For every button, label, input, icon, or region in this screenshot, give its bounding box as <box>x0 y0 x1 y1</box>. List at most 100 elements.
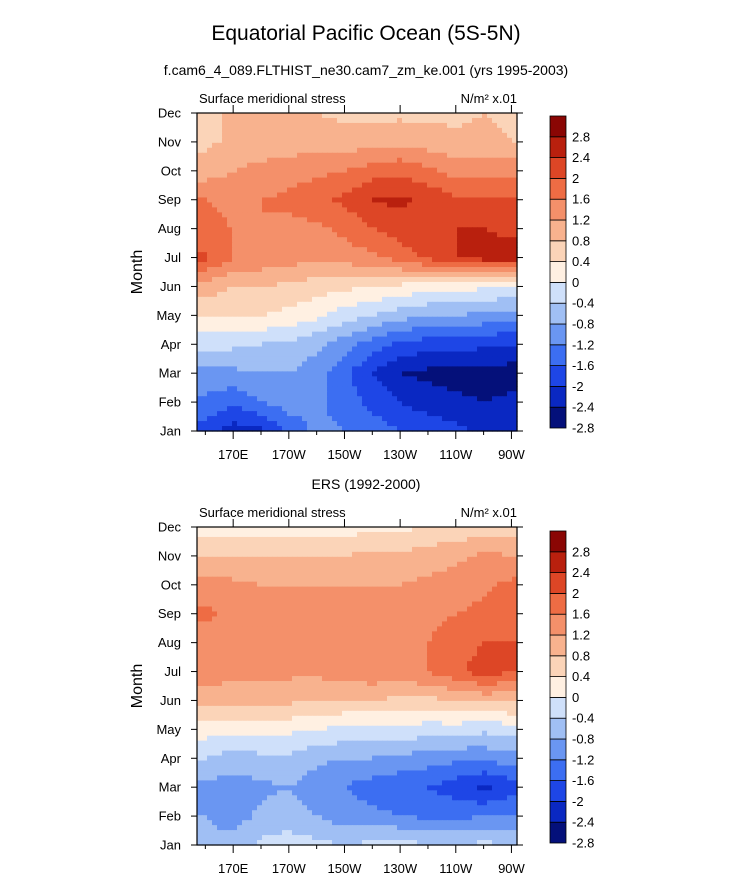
heatmap-cell <box>422 122 428 129</box>
heatmap-cell <box>397 157 403 164</box>
heatmap-cell <box>417 401 423 407</box>
heatmap-cell <box>352 222 358 228</box>
heatmap-cell <box>357 306 363 313</box>
heatmap-cell <box>437 336 443 343</box>
heatmap-cell <box>322 197 328 204</box>
heatmap-cell <box>277 296 283 303</box>
heatmap-cell <box>497 281 503 288</box>
heatmap-cell <box>232 217 238 223</box>
heatmap-cell <box>262 232 268 238</box>
heatmap-cell <box>367 416 373 422</box>
heatmap-cell <box>277 316 283 323</box>
heatmap-cell <box>272 306 278 313</box>
heatmap-cell <box>252 182 258 189</box>
heatmap-cell <box>297 162 303 169</box>
heatmap-cell <box>467 536 473 543</box>
heatmap-cell <box>197 326 203 333</box>
heatmap-cell <box>297 227 303 233</box>
heatmap-cell <box>502 416 508 422</box>
heatmap-cell <box>212 197 218 204</box>
heatmap-cell <box>307 556 313 563</box>
heatmap-cell <box>302 411 308 417</box>
heatmap-cell <box>207 242 213 248</box>
heatmap-cell <box>202 252 208 258</box>
heatmap-cell <box>292 391 298 397</box>
heatmap-cell <box>267 371 273 377</box>
heatmap-cell <box>247 132 253 139</box>
heatmap-cell <box>307 321 313 328</box>
heatmap-cell <box>337 257 343 263</box>
heatmap-cell <box>337 326 343 333</box>
heatmap-cell <box>497 581 503 588</box>
heatmap-cell <box>492 227 498 233</box>
heatmap-cell <box>407 581 413 588</box>
heatmap-cell <box>307 202 313 209</box>
heatmap-cell <box>472 421 478 427</box>
heatmap-cell <box>317 306 323 313</box>
heatmap-cell <box>287 541 293 548</box>
heatmap-cell <box>377 137 383 144</box>
heatmap-cell <box>422 426 428 432</box>
heatmap-cell <box>342 376 348 382</box>
heatmap-cell <box>302 202 308 209</box>
heatmap-cell <box>502 157 508 164</box>
heatmap-cell <box>197 237 203 243</box>
heatmap-cell <box>392 546 398 553</box>
heatmap-cell <box>502 336 508 343</box>
heatmap-cell <box>487 192 493 199</box>
heatmap-cell <box>302 217 308 223</box>
heatmap-cell <box>317 366 323 372</box>
heatmap-cell <box>437 142 443 149</box>
heatmap-cell <box>377 366 383 372</box>
heatmap-cell <box>412 346 418 353</box>
heatmap-cell <box>452 152 458 159</box>
heatmap-cell <box>247 127 253 134</box>
heatmap-cell <box>447 536 453 543</box>
heatmap-cell <box>427 541 433 548</box>
heatmap-cell <box>212 247 218 253</box>
heatmap-cell <box>212 207 218 213</box>
heatmap-cell <box>247 421 253 427</box>
heatmap-cell <box>372 321 378 328</box>
heatmap-cell <box>467 541 473 548</box>
heatmap-cell <box>387 561 393 568</box>
heatmap-cell <box>467 262 473 268</box>
heatmap-cell <box>372 167 378 174</box>
heatmap-cell <box>327 566 333 573</box>
heatmap-cell <box>237 391 243 397</box>
heatmap-cell <box>502 581 508 588</box>
heatmap-cell <box>237 321 243 328</box>
heatmap-cell <box>217 252 223 258</box>
heatmap-cell <box>452 346 458 353</box>
heatmap-cell <box>307 212 313 218</box>
heatmap-cell <box>507 336 513 343</box>
heatmap-cell <box>492 142 498 149</box>
heatmap-cell <box>337 301 343 308</box>
heatmap-cell <box>487 306 493 313</box>
heatmap-cell <box>287 416 293 422</box>
colorbar-swatch <box>549 177 567 200</box>
heatmap-cell <box>362 272 368 278</box>
heatmap-cell <box>367 286 373 293</box>
heatmap-cell <box>317 227 323 233</box>
heatmap-cell <box>317 182 323 189</box>
heatmap-cell <box>457 291 463 298</box>
heatmap-cell <box>287 566 293 573</box>
heatmap-cell <box>212 267 218 273</box>
heatmap-cell <box>277 117 283 124</box>
heatmap-cell <box>322 586 328 593</box>
heatmap-cell <box>427 137 433 144</box>
heatmap-cell <box>457 341 463 348</box>
heatmap-cell <box>257 182 263 189</box>
heatmap-cell <box>447 561 453 568</box>
heatmap-cell <box>407 356 413 363</box>
heatmap-cell <box>257 142 263 149</box>
heatmap-cell <box>372 237 378 243</box>
heatmap-cell <box>362 366 368 372</box>
heatmap-cell <box>277 396 283 402</box>
heatmap-cell <box>212 527 218 533</box>
heatmap-cell <box>472 127 478 134</box>
heatmap-cell <box>502 406 508 412</box>
heatmap-cell <box>217 137 223 144</box>
colorbar-label: 0 <box>572 275 579 290</box>
